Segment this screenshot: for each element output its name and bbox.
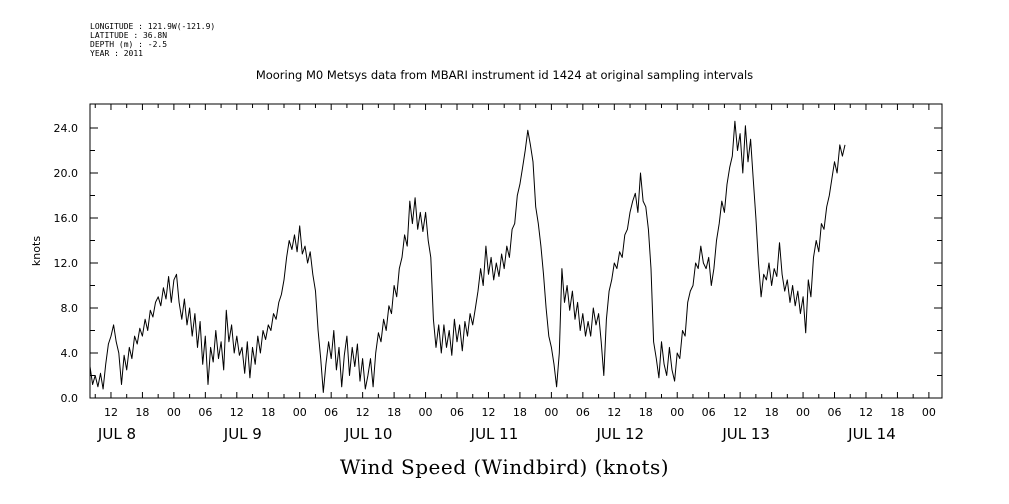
x-tick-label: 18 bbox=[765, 406, 779, 419]
x-tick-label: 06 bbox=[576, 406, 590, 419]
y-tick-label: 4.0 bbox=[61, 347, 79, 360]
x-tick-label: 12 bbox=[859, 406, 873, 419]
x-tick-label: 18 bbox=[135, 406, 149, 419]
x-tick-label: 18 bbox=[387, 406, 401, 419]
plot-frame bbox=[89, 103, 943, 399]
x-day-label: JUL 9 bbox=[223, 425, 262, 443]
x-tick-label: 00 bbox=[922, 406, 936, 419]
year-text: YEAR : 2011 bbox=[90, 49, 143, 58]
x-day-label: JUL 11 bbox=[470, 425, 519, 443]
x-tick-label: 06 bbox=[450, 406, 464, 419]
x-tick-label: 12 bbox=[104, 406, 118, 419]
x-tick-label: 00 bbox=[419, 406, 433, 419]
x-tick-label: 18 bbox=[890, 406, 904, 419]
depth-text: DEPTH (m) : -2.5 bbox=[90, 40, 168, 49]
x-tick-label: 06 bbox=[324, 406, 338, 419]
y-tick-label: 0.0 bbox=[61, 392, 79, 405]
y-tick-label: 8.0 bbox=[61, 302, 79, 315]
metadata-header: LONGITUDE : 121.9W(-121.9) LATITUDE : 36… bbox=[90, 22, 215, 58]
x-tick-label: 18 bbox=[513, 406, 527, 419]
longitude-text: LONGITUDE : 121.9W(-121.9) bbox=[90, 22, 216, 31]
x-tick-label: 12 bbox=[356, 406, 370, 419]
x-tick-label: 00 bbox=[167, 406, 181, 419]
x-tick-label: 00 bbox=[293, 406, 307, 419]
x-tick-label: 12 bbox=[733, 406, 747, 419]
x-tick-label: 00 bbox=[796, 406, 810, 419]
chart-title: Mooring M0 Metsys data from MBARI instru… bbox=[255, 68, 754, 82]
x-tick-label: 06 bbox=[702, 406, 716, 419]
x-tick-label: 06 bbox=[828, 406, 842, 419]
wind-speed-series-line bbox=[89, 120, 846, 393]
x-tick-label: 12 bbox=[230, 406, 244, 419]
x-day-label: JUL 13 bbox=[721, 425, 770, 443]
y-tick-label: 16.0 bbox=[54, 212, 79, 225]
x-day-label: JUL 14 bbox=[847, 425, 896, 443]
y-tick-label: 20.0 bbox=[54, 167, 79, 180]
latitude-text: LATITUDE : 36.8N bbox=[90, 31, 168, 40]
x-tick-label: 00 bbox=[544, 406, 558, 419]
x-tick-label: 18 bbox=[261, 406, 275, 419]
y-axis-label: knots bbox=[30, 236, 43, 266]
x-tick-label: 18 bbox=[639, 406, 653, 419]
y-tick-label: 12.0 bbox=[54, 257, 79, 270]
x-day-label: JUL 8 bbox=[97, 425, 136, 443]
x-tick-label: 12 bbox=[607, 406, 621, 419]
x-day-label: JUL 10 bbox=[344, 425, 393, 443]
y-tick-label: 24.0 bbox=[54, 122, 79, 135]
x-tick-label: 06 bbox=[198, 406, 212, 419]
x-day-label: JUL 12 bbox=[595, 425, 644, 443]
x-tick-label: 12 bbox=[481, 406, 495, 419]
x-tick-label: 00 bbox=[670, 406, 684, 419]
x-axis-label: Wind Speed (Windbird) (knots) bbox=[339, 455, 670, 479]
